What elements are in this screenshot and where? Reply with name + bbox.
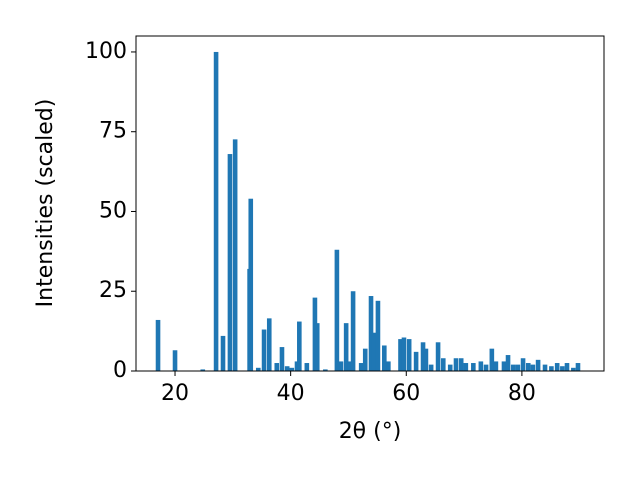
bar (338, 361, 344, 371)
bar (248, 198, 254, 371)
y-tick-label: 50 (99, 198, 127, 223)
bar (386, 361, 391, 371)
bar (368, 296, 374, 371)
bar (423, 348, 429, 371)
bar (289, 367, 295, 371)
bar (435, 342, 441, 371)
bar (155, 319, 161, 371)
bar (347, 361, 353, 371)
x-tick-label: 40 (277, 381, 305, 406)
bar (284, 366, 290, 371)
bar (554, 363, 560, 371)
bar (440, 358, 446, 371)
bar (220, 335, 226, 371)
x-tick-label: 20 (161, 381, 189, 406)
plot-frame (135, 35, 605, 372)
bar (420, 342, 426, 371)
bar (530, 364, 536, 371)
bar (350, 291, 356, 371)
bar (515, 364, 521, 371)
bar (549, 366, 554, 371)
bar (447, 364, 453, 371)
bar (232, 139, 238, 371)
x-tick-label: 80 (508, 381, 536, 406)
bar (213, 51, 219, 371)
bar (542, 364, 548, 371)
bar (255, 367, 261, 371)
bar (261, 329, 267, 371)
bar (172, 350, 178, 371)
bar (413, 351, 419, 371)
bar (323, 369, 328, 371)
bar (314, 323, 320, 371)
y-tick-label: 0 (113, 358, 127, 383)
bar (489, 348, 495, 371)
bar (297, 321, 302, 371)
bar (343, 323, 349, 371)
bar (362, 348, 368, 371)
bar (227, 154, 233, 371)
bar (463, 363, 469, 371)
y-tick-label: 75 (99, 119, 127, 144)
bar (279, 347, 285, 371)
bar (266, 318, 272, 371)
bar (478, 361, 484, 371)
y-tick-label: 25 (99, 278, 127, 303)
bar (505, 355, 511, 371)
bar (471, 363, 476, 371)
bar (458, 358, 464, 371)
bar (382, 345, 387, 371)
bar (501, 361, 507, 371)
bar (304, 363, 310, 371)
bar (493, 361, 499, 371)
bar (564, 363, 570, 371)
bar (358, 363, 364, 371)
bar (453, 358, 459, 371)
bar (535, 359, 541, 371)
y-tick-label: 100 (85, 39, 127, 64)
bar (334, 249, 340, 371)
bar (571, 367, 576, 371)
bar (398, 339, 403, 371)
bar (510, 364, 516, 371)
bar (294, 361, 300, 371)
bar (375, 300, 381, 371)
y-axis-label: Intensities (scaled) (33, 99, 58, 308)
bar (525, 363, 531, 371)
bar (560, 366, 565, 371)
bar (575, 363, 581, 371)
bar (428, 364, 434, 371)
bar (483, 364, 489, 371)
bar (371, 332, 377, 371)
bar (401, 337, 407, 371)
bar (406, 339, 412, 371)
x-tick-label: 60 (392, 381, 420, 406)
bar (200, 369, 206, 371)
bar (520, 358, 526, 371)
bar (274, 363, 280, 371)
bar (312, 297, 318, 371)
x-axis-label: 2θ (°) (339, 419, 402, 444)
